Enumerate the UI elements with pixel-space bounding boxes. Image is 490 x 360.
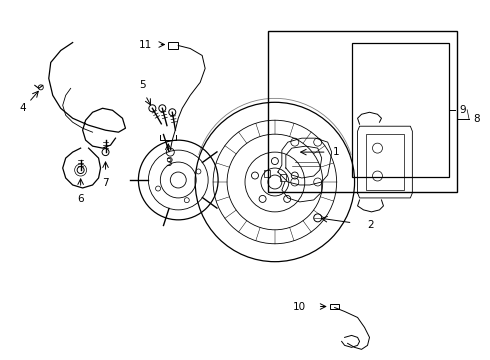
Bar <box>268 31 457 192</box>
Bar <box>330 303 339 310</box>
Text: 5: 5 <box>139 80 146 90</box>
Text: 7: 7 <box>102 178 109 188</box>
Bar <box>280 174 286 181</box>
Text: 3: 3 <box>165 158 172 168</box>
Bar <box>168 41 178 49</box>
Bar <box>366 134 404 190</box>
Bar <box>352 42 449 177</box>
Text: 4: 4 <box>20 103 26 113</box>
Text: 9: 9 <box>459 105 466 115</box>
Text: 8: 8 <box>473 114 480 124</box>
Text: 6: 6 <box>77 194 84 204</box>
Bar <box>264 170 270 177</box>
Text: 11: 11 <box>139 40 152 50</box>
Text: 2: 2 <box>368 220 374 230</box>
Text: 1: 1 <box>333 147 339 157</box>
Text: 10: 10 <box>293 302 306 311</box>
